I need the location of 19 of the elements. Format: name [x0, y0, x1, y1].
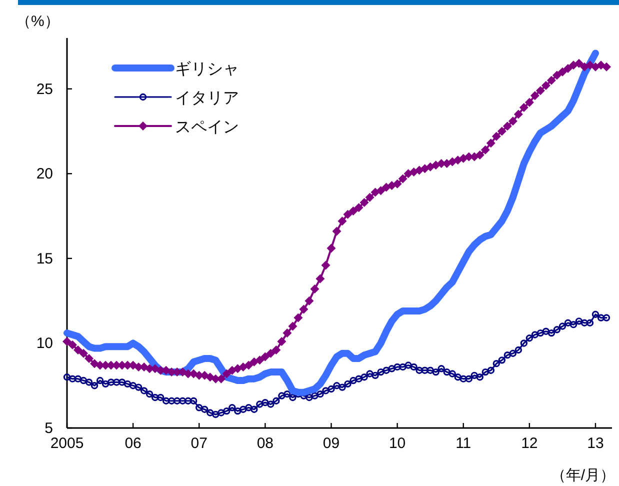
x-tick-label: 10 [388, 435, 406, 452]
x-tick-label: 2005 [50, 435, 84, 452]
x-tick-label: 06 [124, 435, 142, 452]
legend-label: ギリシャ [175, 60, 239, 78]
y-tick-label: 20 [36, 166, 53, 183]
legend-label: イタリア [175, 90, 239, 107]
x-tick-label: 11 [456, 435, 472, 452]
legend-label: スペイン [175, 119, 239, 136]
y-tick-label: 10 [36, 335, 53, 352]
x-tick-label: 13 [587, 435, 604, 452]
x-axis-title: （年/月） [550, 467, 615, 484]
y-tick-label: 25 [36, 80, 53, 98]
x-tick-label: 12 [521, 435, 538, 452]
y-tick-label: 5 [44, 420, 53, 437]
y-tick-label: 15 [36, 250, 53, 268]
x-tick-label: 09 [322, 435, 340, 452]
x-tick-label: 08 [256, 435, 274, 452]
x-tick-label: 07 [190, 435, 208, 452]
y-axis-title: （%） [16, 13, 60, 30]
